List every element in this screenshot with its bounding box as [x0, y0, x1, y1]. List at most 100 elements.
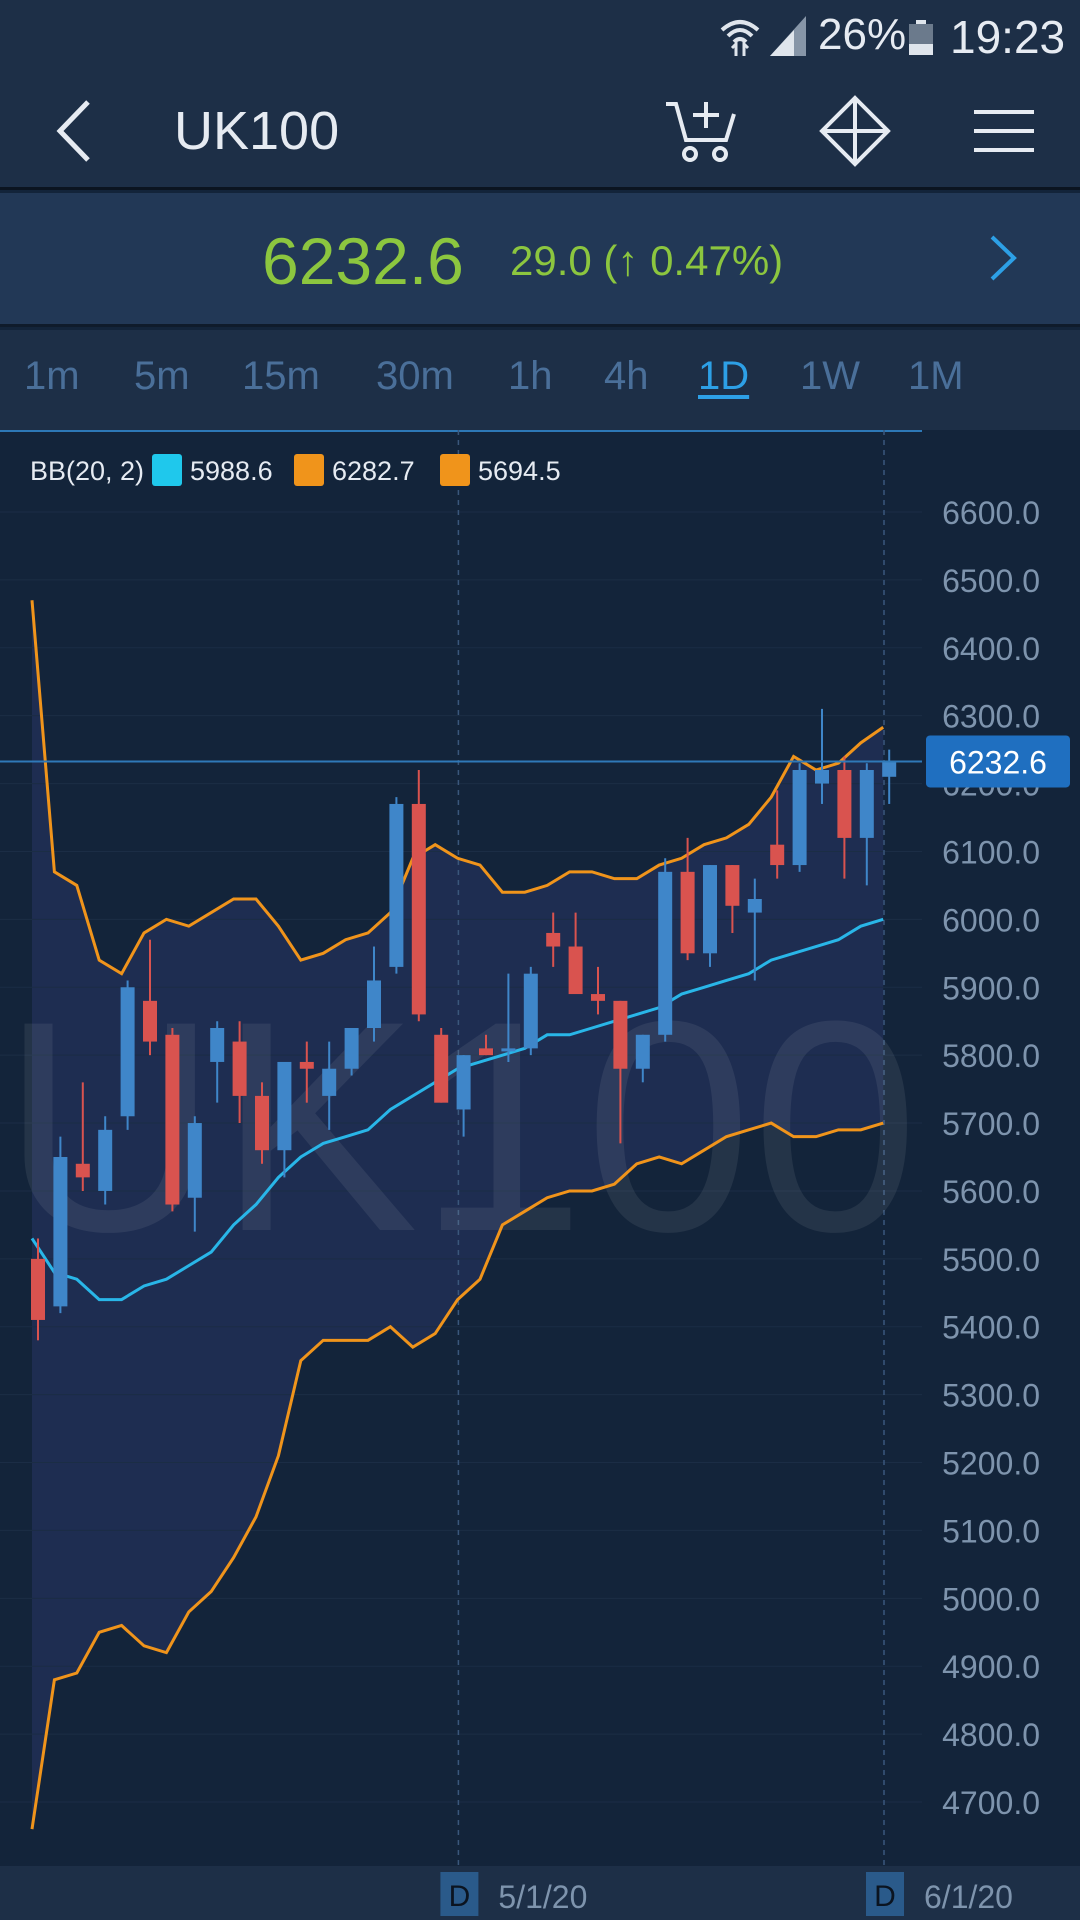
back-icon[interactable]: [44, 96, 106, 166]
current-price-tag: [926, 735, 1070, 788]
candle-body[interactable]: [187, 1123, 202, 1198]
candle-body[interactable]: [75, 1163, 90, 1178]
candle-body[interactable]: [31, 1258, 45, 1320]
candle-body[interactable]: [747, 899, 762, 913]
tab-1m[interactable]: 1m: [24, 354, 80, 398]
legend-value: 5988.6: [190, 456, 273, 486]
candle-body[interactable]: [143, 1000, 157, 1042]
candle-body[interactable]: [815, 770, 829, 784]
candlestick-chart[interactable]: UK1006600.06500.06400.06300.06200.06100.…: [0, 430, 1080, 1920]
y-tick-label: 5600.0: [942, 1174, 1040, 1210]
date-badge-label: D: [874, 1880, 896, 1913]
price-change: 29.0 (↑ 0.47%): [510, 237, 784, 284]
tab-30m[interactable]: 30m: [376, 354, 454, 398]
candle-body[interactable]: [635, 1034, 650, 1069]
y-tick-label: 6400.0: [942, 631, 1040, 667]
tab-1d[interactable]: 1D: [698, 354, 750, 398]
candle-body[interactable]: [53, 1157, 68, 1307]
wifi-icon: [720, 20, 760, 56]
candle-body[interactable]: [232, 1041, 247, 1096]
y-tick-label: 6000.0: [942, 902, 1040, 938]
candle-body[interactable]: [658, 871, 673, 1035]
legend-swatch: [440, 454, 470, 486]
y-tick-label: 5700.0: [942, 1106, 1040, 1142]
candle-body[interactable]: [680, 871, 695, 954]
menu-icon[interactable]: [972, 108, 1036, 154]
app-header: UK100: [0, 72, 1080, 190]
candle-body[interactable]: [389, 803, 404, 967]
candle-body[interactable]: [210, 1028, 225, 1062]
y-axis-panel: [922, 430, 1080, 1866]
bollinger-lower-line: [30, 1121, 884, 1830]
chart-watermark: UK100: [1, 958, 918, 1294]
y-tick-label: 6300.0: [942, 699, 1040, 735]
y-tick-label: 5200.0: [942, 1446, 1040, 1482]
current-price: 6232.6: [262, 224, 464, 298]
candle-body[interactable]: [367, 980, 381, 1028]
y-tick-label: 5100.0: [942, 1513, 1040, 1549]
candle-body[interactable]: [165, 1034, 180, 1205]
current-price-tag-label: 6232.6: [949, 744, 1047, 780]
candle-body[interactable]: [859, 770, 874, 838]
candle-body[interactable]: [322, 1068, 337, 1096]
candle-body[interactable]: [546, 932, 561, 947]
candle-body[interactable]: [344, 1028, 359, 1069]
candle-body[interactable]: [255, 1095, 269, 1151]
candle-body[interactable]: [613, 1000, 628, 1069]
y-tick-label: 5400.0: [942, 1310, 1040, 1346]
candle-body[interactable]: [770, 844, 785, 866]
y-tick-label: 4800.0: [942, 1717, 1040, 1753]
candle-body[interactable]: [568, 946, 583, 995]
legend-value: 5694.5: [478, 456, 561, 486]
tab-1m[interactable]: 1M: [908, 354, 964, 398]
timeframe-tabs: 1m 5m 15m 30m 1h 4h 1D 1W 1M: [0, 330, 1080, 430]
candle-body[interactable]: [725, 865, 740, 906]
y-tick-label: 4700.0: [942, 1785, 1040, 1821]
candle-body[interactable]: [882, 761, 897, 777]
legend-label: BB(20, 2): [30, 456, 144, 486]
tab-15m[interactable]: 15m: [242, 354, 320, 398]
battery-icon: [909, 20, 933, 55]
legend-value: 6282.7: [332, 456, 415, 486]
candle-body[interactable]: [792, 770, 807, 866]
signal-icon: [770, 16, 806, 56]
candle-body[interactable]: [98, 1129, 113, 1191]
candle-body[interactable]: [523, 973, 538, 1049]
candle-body[interactable]: [411, 803, 426, 1015]
y-tick-label: 5800.0: [942, 1038, 1040, 1074]
tab-1w[interactable]: 1W: [800, 354, 860, 398]
chevron-right-icon[interactable]: [988, 233, 1018, 283]
candle-body[interactable]: [479, 1048, 493, 1056]
candle-body[interactable]: [703, 865, 717, 954]
move-arrows-icon[interactable]: [818, 94, 892, 168]
date-badge: [866, 1872, 904, 1916]
candle-body[interactable]: [456, 1055, 471, 1110]
add-to-cart-icon[interactable]: [664, 94, 738, 164]
tab-5m[interactable]: 5m: [134, 354, 190, 398]
candle-body[interactable]: [299, 1061, 314, 1069]
tab-1h[interactable]: 1h: [508, 354, 553, 398]
candle-body[interactable]: [837, 770, 852, 838]
instrument-title: UK100: [174, 101, 340, 161]
tab-4h[interactable]: 4h: [604, 354, 649, 398]
quote-bar[interactable]: 6232.6 29.0 (↑ 0.47%): [0, 193, 1080, 327]
y-tick-label: 6100.0: [942, 834, 1040, 870]
date-badge-label: D: [449, 1880, 471, 1913]
y-tick-label: 6500.0: [942, 563, 1040, 599]
chart-area[interactable]: UK1006600.06500.06400.06300.06200.06100.…: [0, 430, 1080, 1920]
candle-body[interactable]: [277, 1061, 292, 1151]
y-tick-label: 6600.0: [942, 495, 1040, 531]
legend-swatch: [294, 454, 324, 486]
y-tick-label: 4900.0: [942, 1649, 1040, 1685]
bollinger-upper-line: [30, 600, 885, 976]
y-tick-label: 5500.0: [942, 1242, 1040, 1278]
battery-percent: 26%: [818, 10, 907, 59]
candle-body[interactable]: [591, 994, 605, 1001]
y-tick-label: 5000.0: [942, 1581, 1040, 1617]
legend-swatch: [152, 454, 182, 486]
status-bar: 26% 19:23: [0, 0, 1080, 72]
candle-body[interactable]: [501, 1048, 516, 1052]
candle-body[interactable]: [120, 987, 135, 1117]
x-date-label: 6/1/20: [924, 1879, 1013, 1915]
candle-body[interactable]: [434, 1034, 449, 1103]
